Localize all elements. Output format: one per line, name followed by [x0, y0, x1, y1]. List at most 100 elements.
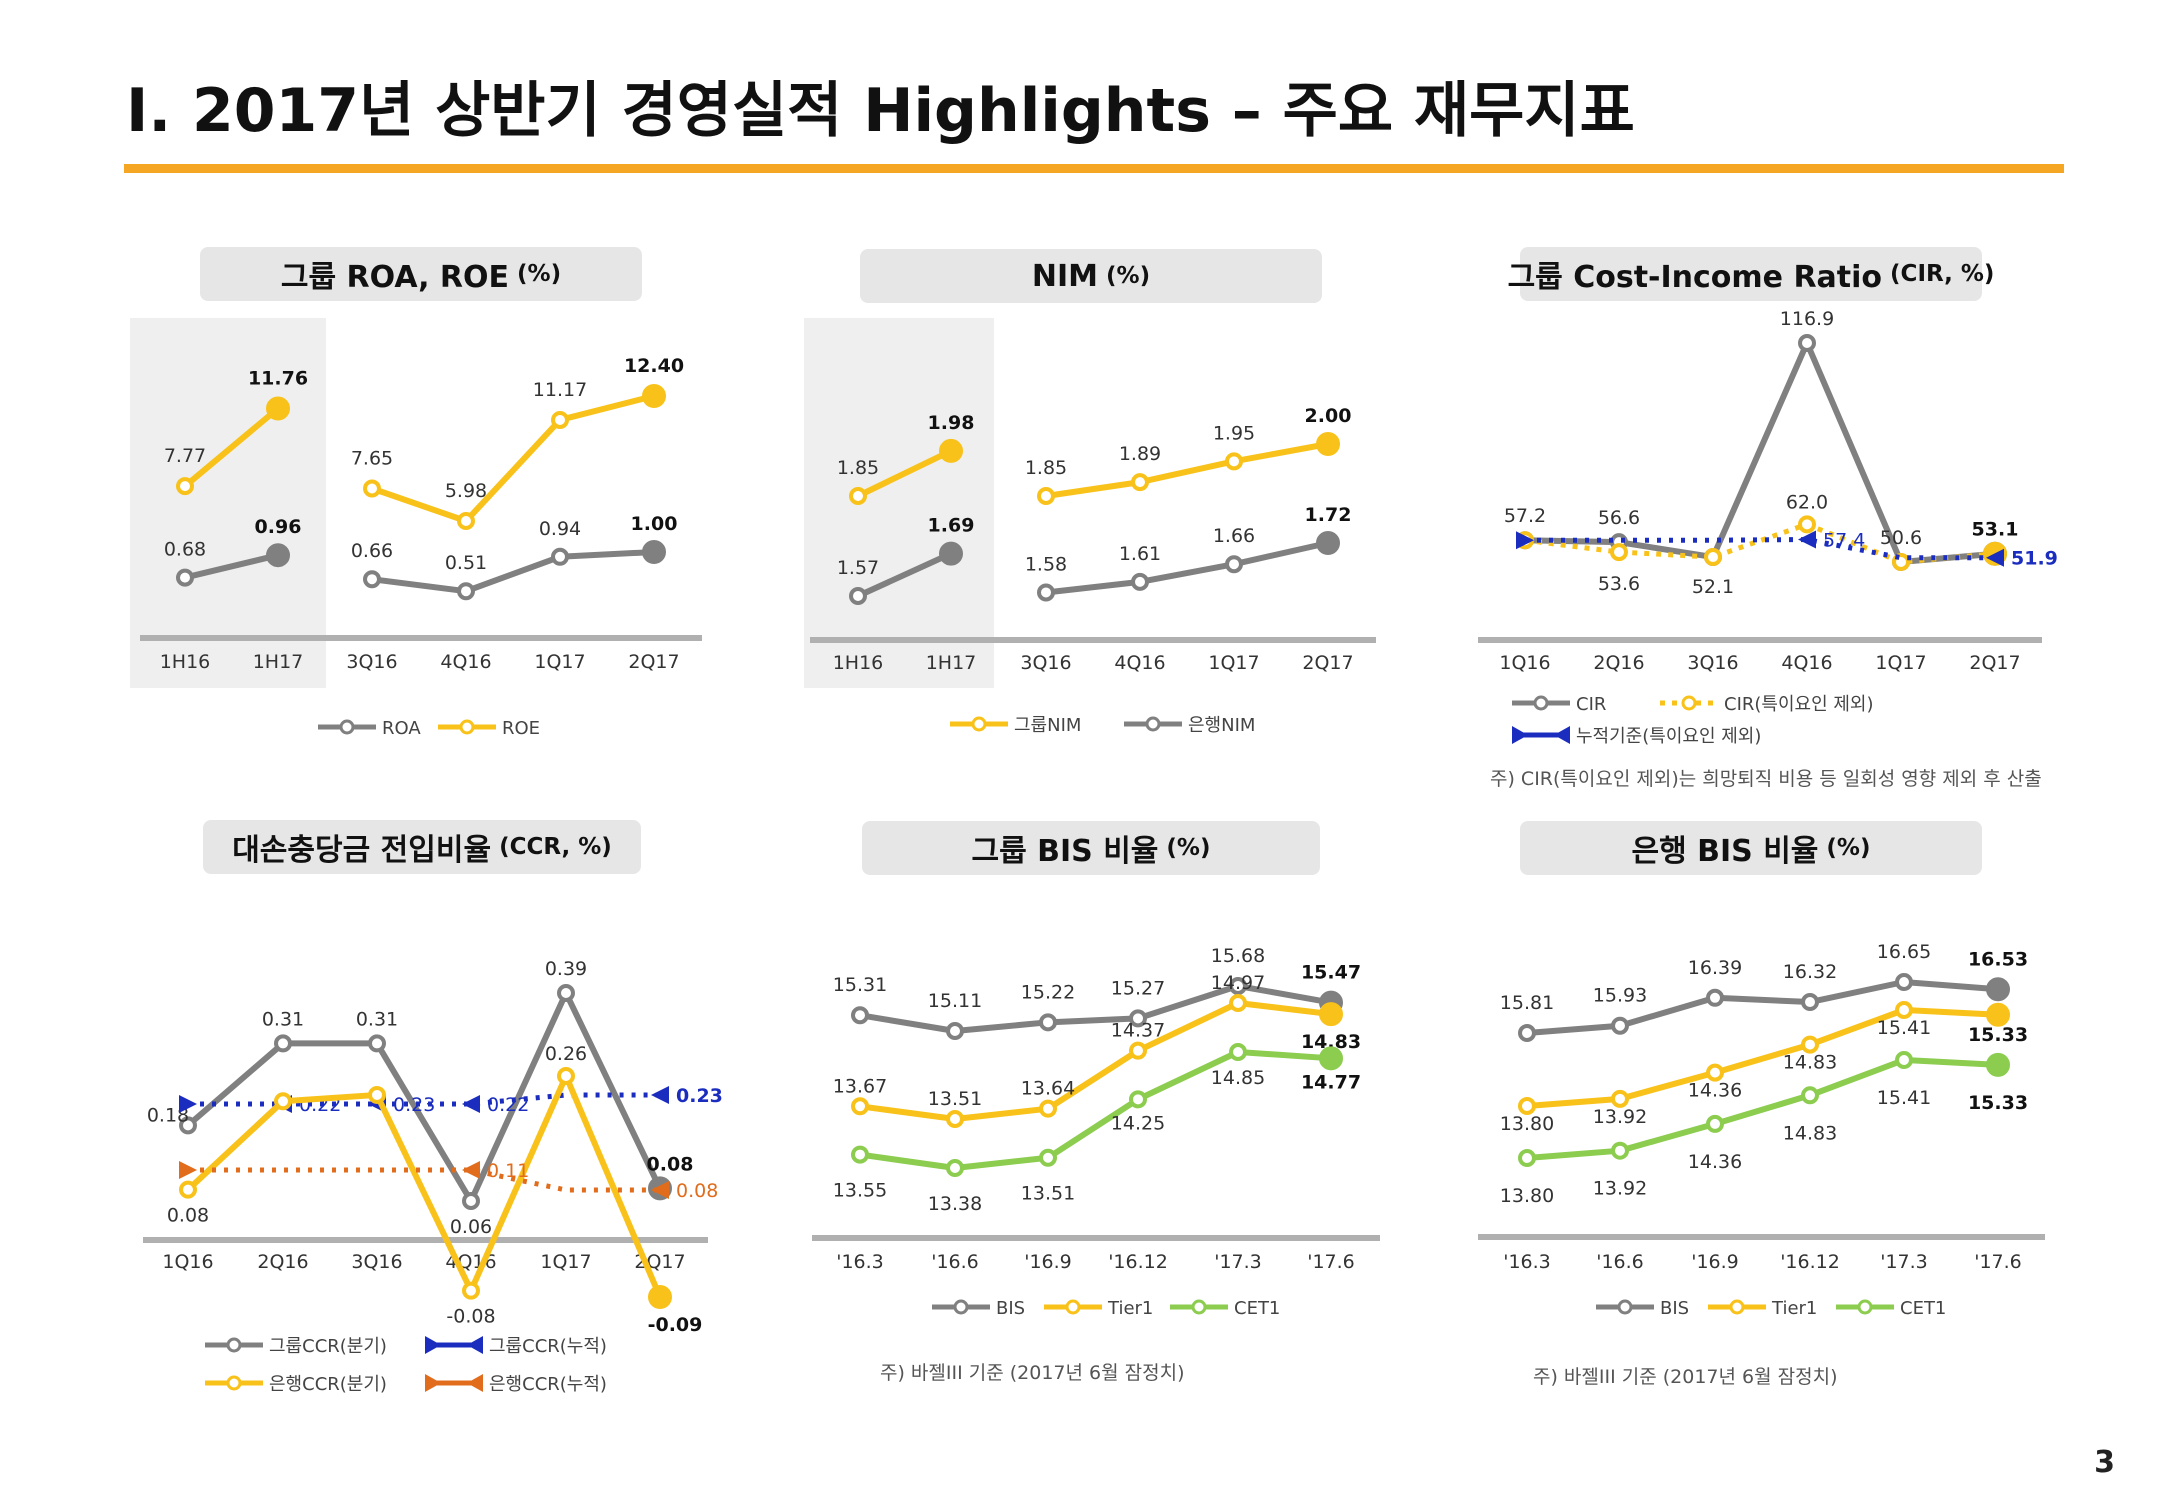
series-line — [1526, 1007, 1999, 1109]
data-point — [1895, 1001, 1913, 1019]
chart-title-unit: (CCR, %) — [499, 834, 612, 860]
data-label: 15.11 — [928, 990, 982, 1012]
data-label: 51.9 — [2011, 548, 2058, 570]
series-은행NIM: 1.57 1.69 1.58 1.61 1.66 1.72 — [837, 504, 1351, 605]
data-label: 0.11 — [487, 1160, 529, 1182]
marker — [179, 1095, 197, 1113]
data-point — [642, 540, 666, 564]
series-Tier1: 13.80 13.92 14.36 14.83 15.41 15.33 — [1500, 1001, 2028, 1135]
data-label: 0.23 — [676, 1085, 723, 1107]
x-tick-label: 1Q16 — [1499, 652, 1550, 674]
series-line — [371, 549, 655, 595]
data-label: 1.98 — [928, 412, 975, 434]
data-label: 1.57 — [837, 557, 879, 579]
legend-item: 누적기준(특이요인 제외) — [1512, 726, 1761, 747]
legend-marker — [1681, 695, 1697, 711]
x-tick-label: 2Q17 — [628, 651, 679, 673]
legend-label: BIS — [1660, 1298, 1689, 1319]
bank-bis-footnote: 주) 바젤III 기준 (2017년 6월 잠정치) — [1533, 1366, 1838, 1388]
legend-marker — [467, 1374, 483, 1392]
data-point — [849, 487, 867, 505]
data-point — [1037, 583, 1055, 602]
data-label: 116.9 — [1780, 308, 1834, 330]
series-BIS: 15.31 15.11 15.22 15.27 15.68 15.47 — [833, 945, 1361, 1040]
data-point — [851, 1097, 869, 1116]
data-label: 1.85 — [1025, 457, 1067, 479]
legend-marker — [1191, 1299, 1207, 1315]
legend-marker — [226, 1375, 242, 1391]
highlight-band — [804, 318, 994, 688]
data-label: 0.08 — [647, 1153, 694, 1175]
series-line — [186, 990, 663, 1204]
data-label: 56.6 — [1598, 507, 1640, 529]
x-tick-label: '16.3 — [836, 1251, 884, 1273]
chart-title-unit: (%) — [1166, 835, 1211, 861]
legend-label: ROE — [502, 718, 540, 739]
legend-item: ROE — [438, 718, 540, 739]
group-bis-footnote: 주) 바젤III 기준 (2017년 6월 잠정치) — [880, 1362, 1185, 1384]
data-point — [176, 568, 194, 587]
chart-title-unit: (CIR, %) — [1890, 261, 1995, 287]
data-label: 13.67 — [833, 1075, 887, 1097]
data-point — [368, 1085, 386, 1104]
data-label: 15.22 — [1021, 981, 1075, 1003]
data-point — [946, 1110, 964, 1128]
series-은행CCR(분기): 0.08 -0.08 0.26 -0.09 — [167, 1043, 703, 1336]
data-point — [363, 479, 381, 498]
data-label: 0.18 — [147, 1104, 189, 1126]
data-point — [1895, 1051, 1913, 1069]
data-point — [1319, 1046, 1343, 1071]
x-tick-label: '16.3 — [1503, 1251, 1551, 1273]
data-label: 14.83 — [1783, 1052, 1837, 1074]
x-tick-label: 1H17 — [253, 651, 304, 673]
series-line — [185, 1073, 663, 1299]
data-point — [1706, 1063, 1724, 1082]
data-point — [1039, 1099, 1057, 1118]
data-point — [1801, 993, 1819, 1012]
marker — [651, 1181, 669, 1199]
data-label: 16.39 — [1688, 957, 1742, 979]
x-tick-label: 3Q16 — [346, 651, 397, 673]
data-point — [266, 543, 290, 568]
data-label: 14.77 — [1301, 1071, 1361, 1093]
data-label: 13.51 — [1021, 1183, 1075, 1205]
data-label: 53.1 — [1972, 519, 2019, 541]
data-point — [462, 1192, 480, 1210]
data-point — [1225, 452, 1243, 471]
data-label: 57.4 — [1823, 530, 1865, 552]
data-point — [457, 512, 475, 530]
series-line — [371, 393, 655, 524]
legend-label: CET1 — [1900, 1298, 1946, 1319]
chart-title-bank-bis: 은행 BIS 비율 (%) — [1520, 821, 1982, 875]
data-point — [1986, 1002, 2010, 1027]
data-point — [274, 1034, 292, 1053]
chart-title-unit: (%) — [1826, 835, 1871, 861]
title-underline — [124, 164, 2064, 173]
data-label: 16.53 — [1968, 948, 2028, 970]
data-label: 14.97 — [1211, 972, 1265, 994]
x-tick-label: 2Q17 — [1969, 652, 2020, 674]
data-label: 62.0 — [1786, 491, 1828, 513]
page-number: 3 — [2094, 1445, 2115, 1480]
data-point — [1801, 1086, 1819, 1105]
series-line — [183, 406, 280, 489]
x-tick-label: 2Q16 — [1593, 652, 1644, 674]
chart-title-text: 그룹 ROA, ROE — [280, 260, 510, 295]
data-label: 57.2 — [1504, 505, 1546, 527]
legend-item: BIS — [1596, 1298, 1689, 1319]
data-label: 16.65 — [1877, 941, 1931, 963]
series-Tier1: 13.67 13.51 13.64 14.37 14.97 14.83 — [833, 972, 1361, 1128]
legend-marker — [1554, 726, 1570, 744]
data-point — [1801, 1035, 1819, 1054]
data-label: 0.66 — [351, 540, 393, 562]
series-line — [859, 983, 1332, 1034]
series-line — [1045, 441, 1329, 499]
data-label: 1.61 — [1119, 543, 1161, 565]
data-label: 13.80 — [1500, 1113, 1554, 1135]
data-point — [1518, 1149, 1536, 1167]
data-label: 7.77 — [164, 445, 206, 467]
marker — [1798, 530, 1816, 549]
legend-marker — [953, 1299, 969, 1315]
x-tick-label: 3Q16 — [1020, 652, 1071, 674]
